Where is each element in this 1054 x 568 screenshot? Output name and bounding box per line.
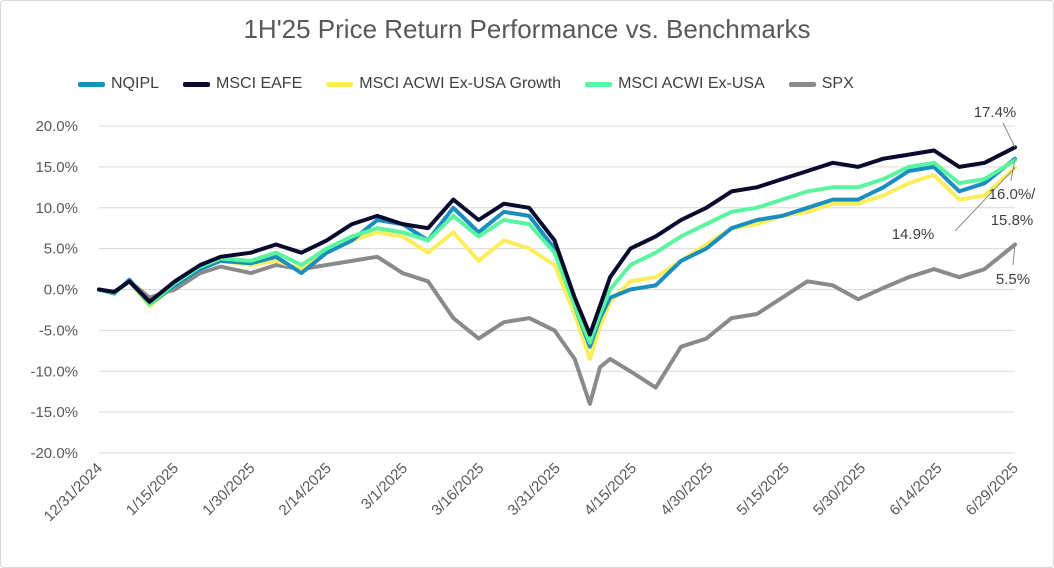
x-tick-label: 3/31/2025 [505,460,564,519]
legend-item: SPX [788,75,854,93]
x-tick-label: 3/16/2025 [428,460,487,519]
legend-label: MSCI EAFE [216,75,303,92]
legend-item: MSCI ACWI Ex-USA [585,75,765,93]
series-line-msci-acwi-ex-usa [97,158,1017,345]
data-label: 14.9% [892,226,935,243]
legend-swatch [585,81,613,87]
data-label: 5.5% [996,271,1030,288]
series-line-spx [97,242,1017,406]
leader-line [954,167,1016,232]
x-tick-label: 4/15/2025 [581,460,640,519]
x-tick-label: 2/14/2025 [276,460,335,519]
data-label: 16.0%/ [989,186,1037,203]
data-label: 17.4% [974,104,1017,121]
legend-swatch [326,81,354,87]
x-tick-label: 5/15/2025 [734,460,793,519]
x-tick-label: 12/31/2024 [41,460,106,525]
y-tick-label: -15.0% [30,404,78,421]
legend-swatch [183,81,211,87]
legend-item: MSCI ACWI Ex-USA Growth [326,75,561,93]
chart-title: 1H'25 Price Return Performance vs. Bench… [243,14,811,44]
y-tick-label: 10.0% [35,200,78,217]
y-tick-label: -10.0% [30,363,78,380]
x-tick-label: 1/15/2025 [123,460,182,519]
legend-label: SPX [821,75,854,92]
x-tick-label: 6/29/2025 [963,460,1022,519]
legend-item: NQIPL [78,75,159,93]
legend-item: MSCI EAFE [183,75,302,93]
legend-swatch [788,81,816,87]
legend-label: NQIPL [111,75,160,92]
legend-label: MSCI ACWI Ex-USA Growth [359,75,562,92]
y-tick-label: 20.0% [35,118,78,135]
y-tick-label: -5.0% [39,322,78,339]
y-tick-label: 5.0% [44,241,78,258]
leader-line [1002,122,1016,148]
leader-line [1012,244,1016,266]
series-line-msci-eafe [97,145,1017,337]
y-tick-label: -20.0% [30,445,78,462]
data-label: 15.8% [991,212,1034,229]
x-tick-label: 3/1/2025 [358,460,411,513]
legend-swatch [78,81,105,87]
x-tick-label: 4/30/2025 [657,460,716,519]
legend-label: MSCI ACWI Ex-USA [618,75,765,92]
x-tick-label: 5/30/2025 [810,460,869,519]
y-tick-label: 0.0% [44,282,78,299]
y-tick-label: 15.0% [35,159,78,176]
x-tick-label: 1/30/2025 [199,460,258,519]
x-tick-label: 6/14/2025 [886,460,945,519]
legend: NQIPL MSCI EAFE MSCI ACWI Ex-USA Growth MSC… [78,74,878,94]
